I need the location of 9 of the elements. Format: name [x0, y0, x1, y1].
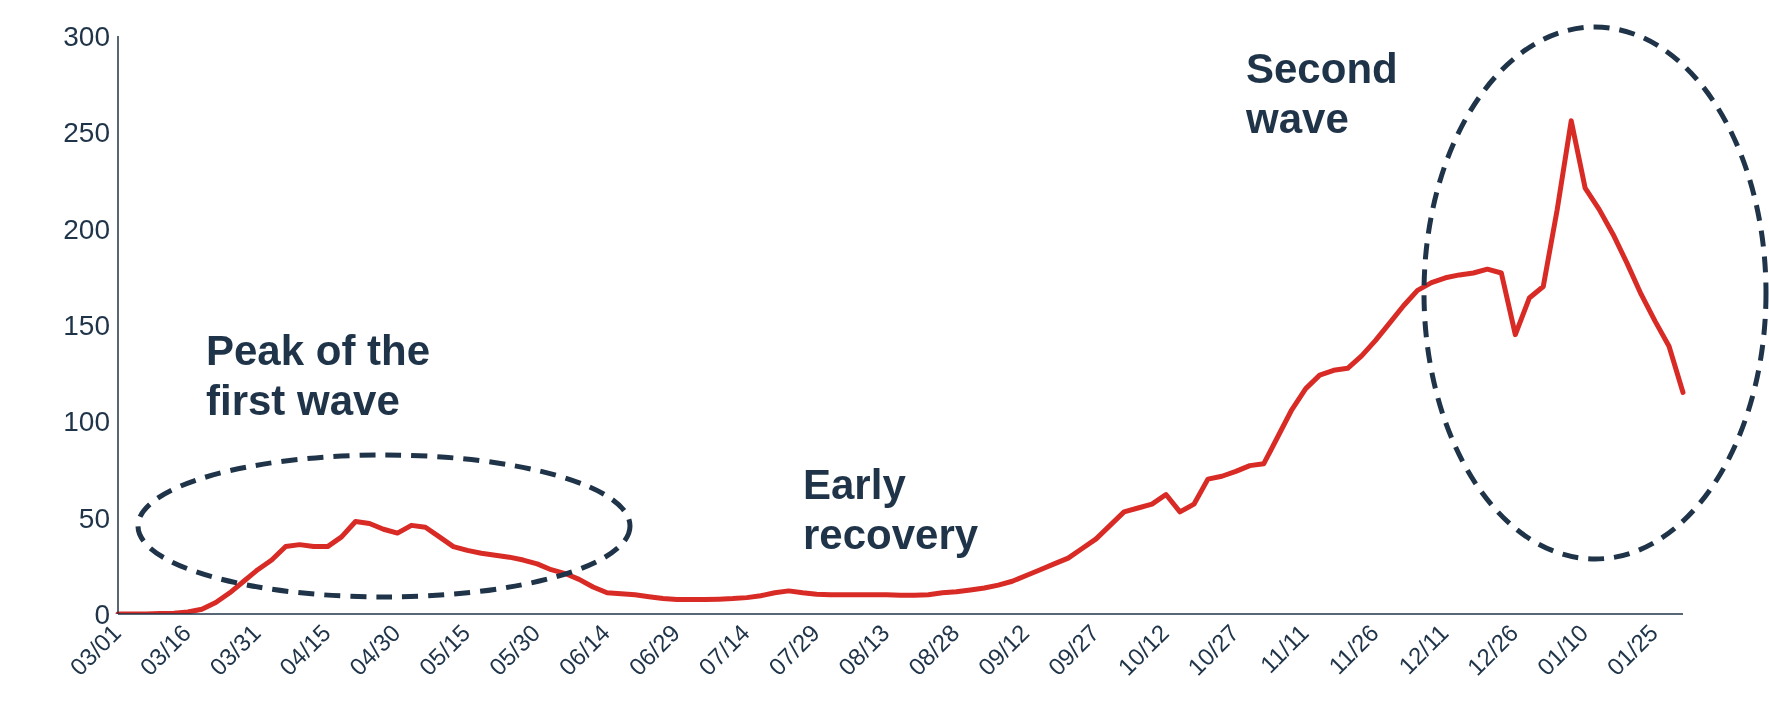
y-tick-label: 250: [63, 117, 110, 149]
annotation: Early recovery: [803, 460, 980, 561]
y-tick-label: 200: [63, 213, 110, 245]
y-tick-label: 300: [63, 20, 110, 52]
annotation: Peak of the first wave: [206, 326, 432, 427]
y-tick-label: 150: [63, 309, 110, 341]
annotation: Second wave: [1246, 44, 1399, 145]
y-tick-label: 50: [78, 502, 110, 534]
y-tick-label: 100: [63, 406, 110, 438]
